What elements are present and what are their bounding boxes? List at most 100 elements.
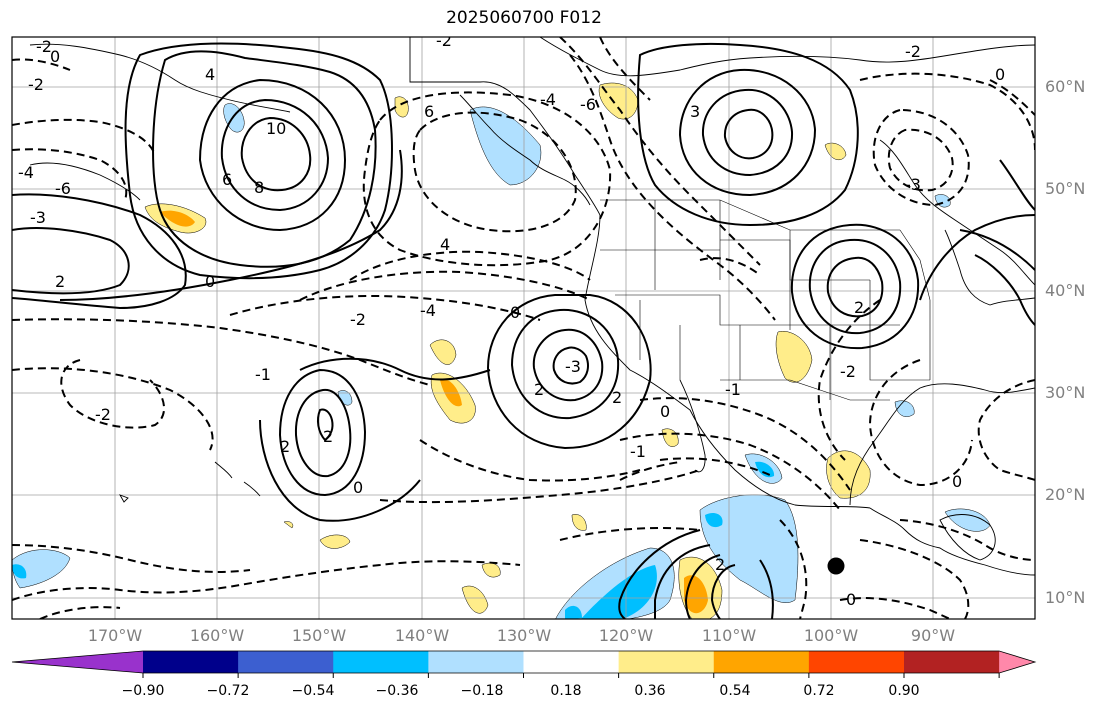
colorbar-tick-label: −0.18 (460, 683, 504, 699)
colorbar-tick-label: 0.36 (634, 683, 666, 699)
contour-label: -2 (36, 37, 52, 56)
contour-label: 6 (424, 102, 434, 121)
colorbar-tick-label: 0.72 (803, 683, 835, 699)
dashed-contours (12, 37, 1035, 619)
contour-line (817, 299, 881, 461)
shade-region (571, 514, 587, 531)
shade-region (429, 339, 457, 365)
lat-label: 30°N (1045, 383, 1086, 402)
contour-line (826, 256, 884, 318)
lon-label: 150°W (291, 626, 347, 645)
colorbar-segments (11, 650, 1037, 674)
contour-line (60, 359, 165, 429)
shade-region (12, 564, 27, 579)
contour-line (619, 461, 681, 481)
contour-line (124, 42, 393, 280)
contour-label: 0 (660, 402, 670, 421)
contour-line (412, 111, 577, 233)
colorbar-segment (618, 651, 715, 673)
contour-line (510, 308, 620, 420)
contour-line (198, 78, 347, 232)
contour-label: -3 (30, 208, 46, 227)
contour-line (989, 79, 1035, 116)
contour-label: -4 (540, 90, 556, 109)
contour-line (12, 318, 431, 386)
shade-region (461, 585, 489, 614)
contour-line (974, 254, 1035, 326)
colorbar-tick-label: −0.90 (121, 683, 165, 699)
colorbar-extend-max (999, 651, 1035, 673)
contour-line (362, 91, 612, 267)
contour-label: 10 (266, 119, 286, 138)
contour-line (152, 50, 377, 268)
shade-region (580, 565, 657, 619)
contour-line (659, 457, 771, 476)
lat-label: 10°N (1045, 588, 1086, 607)
contour-line (859, 539, 970, 619)
coastline (539, 37, 1035, 77)
contour-label: 2 (715, 555, 725, 574)
contour-line (39, 606, 121, 619)
contour-line (419, 439, 641, 482)
contour-line (12, 227, 130, 295)
contour-label: 0 (50, 47, 60, 66)
coastline (584, 214, 871, 509)
contour-label: -1 (725, 380, 741, 399)
contour-line (220, 98, 330, 212)
contour-line (808, 238, 902, 335)
contour-label: 0 (510, 303, 520, 322)
shade-region (319, 534, 351, 549)
lon-label: 160°W (189, 626, 245, 645)
contour-line (12, 58, 71, 71)
contour-label: 0 (846, 590, 856, 609)
shade-region (283, 521, 294, 529)
colorbar-tick-label: 0.54 (719, 683, 751, 699)
contour-line (654, 544, 711, 619)
lat-label: 20°N (1045, 485, 1086, 504)
colorbar-segment (428, 651, 524, 673)
contour-line (12, 560, 521, 601)
colorbar-segment (808, 651, 905, 673)
shade-region (598, 82, 639, 120)
contour-label: 2 (323, 427, 333, 446)
coastline (459, 94, 591, 206)
lon-label: 110°W (701, 626, 757, 645)
contour-line (701, 88, 794, 177)
coastlines (29, 37, 1035, 576)
contour-label: -6 (55, 179, 71, 198)
lon-label: 120°W (598, 626, 654, 645)
lat-label: 40°N (1045, 281, 1086, 300)
lat-label: 50°N (1045, 179, 1086, 198)
contour-label: 6 (222, 170, 232, 189)
coastline (849, 383, 1035, 506)
contour-line (619, 432, 841, 511)
contour-line (684, 554, 721, 619)
weather-map: -2 0 -2 2 4 6 8 10 -4 -6 -3 -2 4 6 -4 -6… (11, 36, 1036, 620)
contour-line (699, 257, 761, 276)
shade-region (469, 106, 542, 186)
colorbar (11, 650, 1037, 678)
coastline (29, 43, 291, 113)
contour-line (240, 116, 312, 192)
contour-label: -6 (580, 95, 596, 114)
coastline (409, 37, 601, 216)
contour-label: 2 (280, 437, 290, 456)
shade-region (775, 330, 813, 383)
coastline (879, 139, 1035, 286)
shade-region (755, 461, 775, 478)
contour-line (723, 108, 774, 160)
contour-label: 2 (854, 298, 864, 317)
colorbar-segment (143, 651, 239, 673)
coastline (679, 379, 706, 473)
colorbar-ticks (142, 673, 1000, 678)
contour-label: 0 (952, 472, 962, 491)
map-title: 2025060700 F012 (446, 8, 602, 28)
contour-label: -2 (840, 362, 856, 381)
lon-label: 170°W (87, 626, 143, 645)
contour-line (559, 527, 701, 541)
gridlines (12, 37, 1035, 619)
contour-label: -2 (28, 75, 44, 94)
contour-line (12, 544, 251, 573)
shade-region (705, 513, 723, 528)
contour-line (486, 294, 652, 450)
